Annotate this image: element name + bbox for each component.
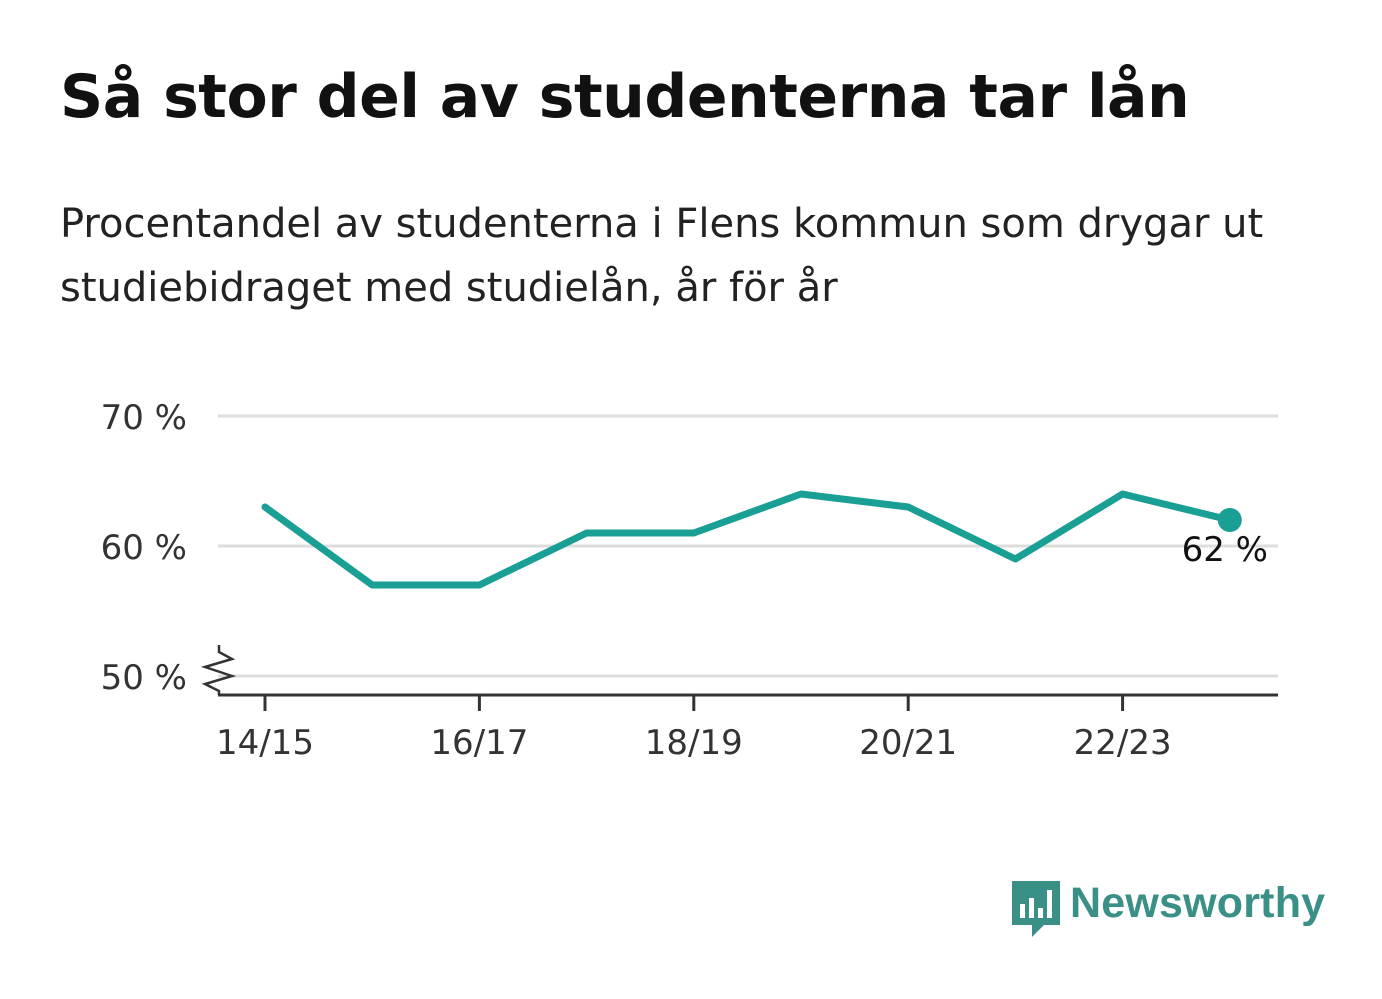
y-tick-label: 60 % [101, 528, 187, 568]
x-tick-label: 20/21 [859, 723, 957, 763]
newsworthy-logo-icon [1012, 881, 1060, 937]
chart-subtitle: Procentandel av studenterna i Flens komm… [60, 201, 1264, 311]
axis-break-icon [200, 645, 237, 695]
brand-name: Newsworthy [1070, 879, 1326, 927]
x-tick-label: 22/23 [1074, 723, 1172, 763]
gridlines [218, 414, 1278, 678]
end-value-label: 62 % [1182, 530, 1268, 570]
x-tick-label: 18/19 [645, 723, 743, 763]
series-layer [261, 490, 1242, 589]
x-tick-label: 16/17 [430, 723, 528, 763]
data-point [1217, 508, 1242, 532]
y-tick-label: 70 % [101, 398, 187, 438]
data-labels: 62 % [1182, 530, 1268, 570]
chart-title: Så stor del av studenterna tar lån [60, 62, 1190, 132]
y-axis: 50 % 60 % 70 % [101, 398, 237, 698]
series-line [261, 490, 1234, 589]
brand-logo: Newsworthy [1010, 877, 1325, 941]
x-axis: 14/15 16/17 18/19 20/21 22/23 [216, 693, 1278, 763]
y-tick-label: 50 % [101, 658, 187, 698]
x-tick-label: 14/15 [216, 723, 314, 763]
